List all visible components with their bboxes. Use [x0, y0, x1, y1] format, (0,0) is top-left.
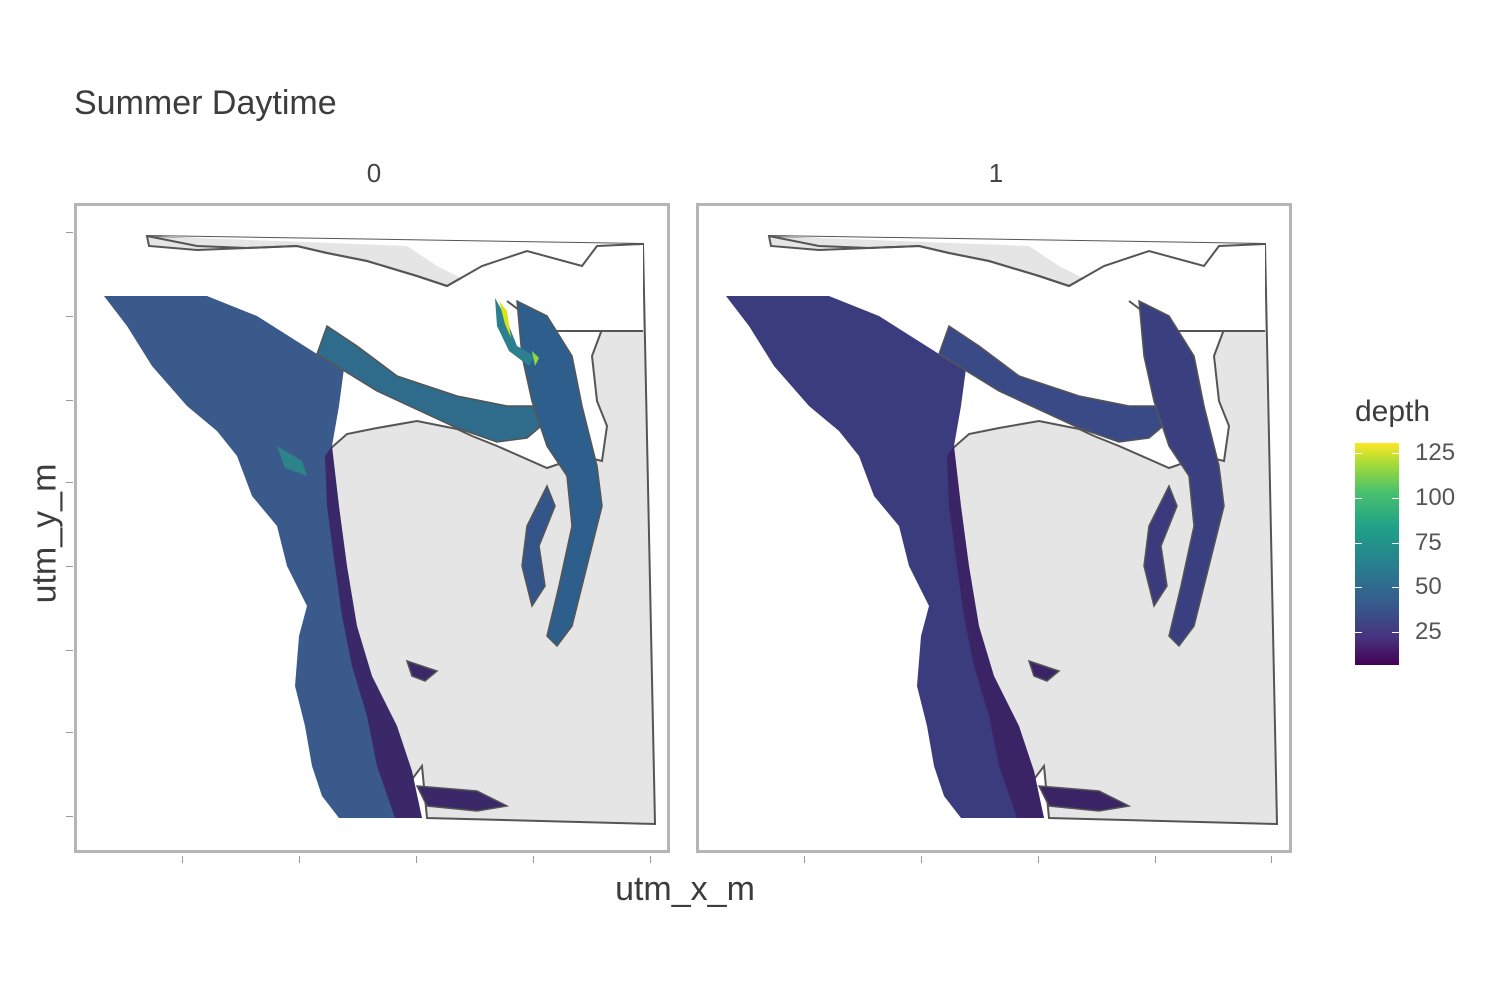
x-axis-tick	[416, 856, 417, 863]
y-axis-label: utm_y_m	[25, 463, 64, 604]
legend-tick-125: 125	[1415, 439, 1456, 466]
y-axis-tick	[66, 400, 73, 401]
coastal-shallow-band	[325, 446, 422, 818]
columbia-estuary	[1037, 785, 1132, 812]
facet-label-1: 1	[988, 158, 1004, 188]
x-axis-tick	[650, 856, 651, 863]
y-axis-tick	[66, 316, 73, 317]
y-axis-tick	[66, 816, 73, 817]
map-1-svg	[699, 206, 1289, 850]
deep-channel-green	[532, 351, 539, 366]
y-axis-tick	[66, 482, 73, 483]
y-axis-tick	[66, 732, 73, 733]
x-axis-tick	[299, 856, 300, 863]
hood-canal	[1143, 484, 1178, 608]
map-0-svg	[77, 206, 667, 850]
y-axis-tick	[66, 650, 73, 651]
deep-channel-teal	[495, 298, 535, 366]
depth-legend: depth 125 100 75 50 25	[1355, 395, 1455, 665]
grays-harbor	[405, 659, 439, 682]
grays-harbor	[1027, 659, 1061, 682]
x-axis-tick	[804, 856, 805, 863]
y-axis-tick	[66, 566, 73, 567]
legend-title: depth	[1355, 395, 1431, 428]
x-axis-tick	[1038, 856, 1039, 863]
x-axis-tick	[1271, 856, 1272, 863]
puget-sound	[516, 299, 603, 648]
deepest-channel-yellow	[499, 301, 511, 338]
x-axis-tick	[182, 856, 183, 863]
legend-tick-100: 100	[1415, 484, 1456, 511]
y-axis-tick	[66, 232, 73, 233]
legend-tick-50: 50	[1415, 573, 1442, 600]
coastal-shallow-band	[947, 446, 1044, 818]
map-panel-0	[74, 203, 670, 853]
northern-coastline	[146, 235, 644, 288]
legend-colorbar	[1355, 443, 1399, 665]
facet-label-0: 0	[366, 158, 382, 188]
legend-tick-25: 25	[1415, 618, 1442, 645]
columbia-estuary	[415, 785, 510, 812]
ocean-depth-raster	[726, 296, 1044, 818]
x-axis-label: utm_x_m	[615, 870, 755, 908]
plot-title: Summer Daytime	[74, 84, 337, 122]
legend-tick-75: 75	[1415, 529, 1442, 556]
x-axis-tick	[533, 856, 534, 863]
x-axis-tick	[1155, 856, 1156, 863]
northern-coastline	[768, 235, 1266, 288]
canyon-teal	[277, 446, 307, 476]
map-panel-1	[696, 203, 1292, 853]
x-axis-tick	[921, 856, 922, 863]
hood-canal	[521, 484, 556, 608]
ocean-depth-raster	[104, 296, 422, 818]
puget-sound	[1138, 299, 1225, 648]
